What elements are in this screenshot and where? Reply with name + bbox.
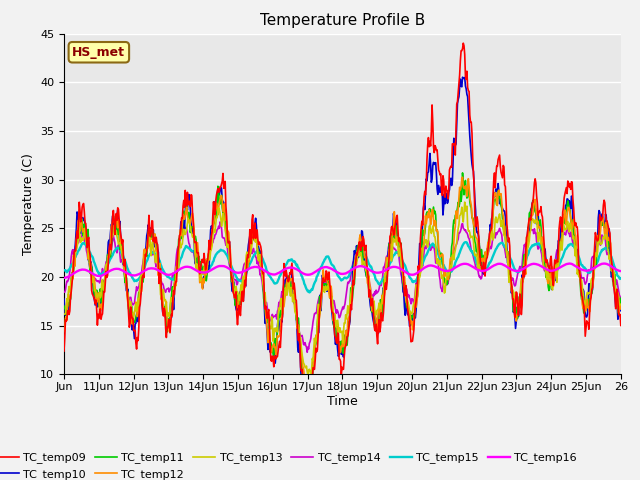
- TC_temp15: [125, 270, 133, 276]
- TC_temp14: [256, 272, 264, 278]
- TC_temp13: [125, 303, 133, 309]
- TC_temp10: [60, 296, 68, 302]
- TC_temp14: [228, 269, 236, 275]
- TC_temp10: [432, 160, 440, 166]
- TC_temp14: [401, 284, 409, 290]
- TC_temp11: [228, 279, 236, 285]
- Line: TC_temp16: TC_temp16: [64, 264, 621, 278]
- TC_temp15: [617, 276, 625, 281]
- TC_temp11: [617, 300, 625, 306]
- TC_temp10: [125, 313, 133, 319]
- TC_temp15: [432, 244, 440, 250]
- TC_temp12: [432, 219, 440, 225]
- Line: TC_temp11: TC_temp11: [64, 173, 621, 396]
- TC_temp09: [303, 422, 311, 428]
- TC_temp12: [228, 278, 236, 284]
- TC_temp13: [401, 283, 408, 289]
- TC_temp10: [401, 304, 408, 310]
- TC_temp09: [255, 239, 263, 245]
- TC_temp10: [228, 283, 236, 289]
- TC_temp11: [255, 249, 263, 255]
- Title: Temperature Profile B: Temperature Profile B: [260, 13, 425, 28]
- Line: TC_temp12: TC_temp12: [64, 177, 621, 390]
- TC_temp09: [276, 345, 284, 350]
- Y-axis label: Temperature (C): Temperature (C): [22, 153, 35, 255]
- X-axis label: Time: Time: [327, 395, 358, 408]
- Line: TC_temp13: TC_temp13: [64, 202, 621, 375]
- TC_temp16: [228, 267, 236, 273]
- TC_temp13: [432, 240, 440, 246]
- TC_temp16: [255, 265, 263, 271]
- TC_temp13: [617, 301, 625, 307]
- TC_temp12: [255, 256, 263, 262]
- TC_temp11: [276, 308, 284, 313]
- TC_temp14: [617, 297, 625, 302]
- TC_temp13: [276, 300, 284, 306]
- TC_temp16: [60, 275, 68, 281]
- TC_temp11: [459, 170, 467, 176]
- TC_temp15: [305, 289, 313, 295]
- TC_temp15: [228, 264, 236, 270]
- TC_temp12: [276, 325, 284, 331]
- TC_temp12: [125, 298, 133, 304]
- TC_temp13: [60, 312, 68, 317]
- TC_temp15: [60, 267, 68, 273]
- TC_temp09: [617, 323, 625, 328]
- TC_temp15: [276, 273, 284, 278]
- TC_temp12: [303, 387, 310, 393]
- TC_temp10: [459, 74, 467, 80]
- TC_temp15: [401, 262, 408, 267]
- TC_temp10: [276, 328, 284, 334]
- TC_temp13: [307, 372, 315, 378]
- Line: TC_temp10: TC_temp10: [64, 77, 621, 410]
- TC_temp14: [433, 261, 440, 266]
- TC_temp09: [432, 144, 440, 150]
- TC_temp09: [125, 324, 133, 330]
- Text: HS_met: HS_met: [72, 46, 125, 59]
- TC_temp14: [125, 296, 133, 301]
- TC_temp10: [305, 407, 313, 413]
- TC_temp10: [255, 248, 263, 253]
- TC_temp16: [431, 264, 439, 269]
- TC_temp16: [276, 269, 284, 275]
- TC_temp10: [617, 306, 625, 312]
- TC_temp14: [216, 219, 224, 225]
- Legend: TC_temp09, TC_temp10, TC_temp11, TC_temp12, TC_temp13, TC_temp14, TC_temp15, TC_: TC_temp09, TC_temp10, TC_temp11, TC_temp…: [0, 448, 582, 480]
- Line: TC_temp15: TC_temp15: [64, 242, 621, 292]
- TC_temp14: [277, 295, 285, 301]
- TC_temp14: [303, 349, 311, 355]
- TC_temp11: [303, 394, 311, 399]
- TC_temp16: [617, 268, 625, 274]
- TC_temp09: [460, 40, 467, 46]
- TC_temp12: [459, 174, 467, 180]
- TC_temp12: [617, 306, 625, 312]
- TC_temp16: [400, 268, 408, 274]
- TC_temp09: [60, 348, 68, 354]
- TC_temp09: [401, 293, 408, 299]
- TC_temp16: [600, 261, 608, 266]
- TC_temp12: [401, 274, 408, 279]
- TC_temp11: [60, 303, 68, 309]
- Line: TC_temp09: TC_temp09: [64, 43, 621, 425]
- TC_temp16: [125, 272, 133, 277]
- TC_temp13: [228, 273, 236, 278]
- TC_temp09: [228, 274, 236, 280]
- TC_temp11: [401, 283, 408, 289]
- TC_temp15: [255, 249, 263, 255]
- TC_temp13: [461, 199, 468, 205]
- TC_temp12: [60, 329, 68, 335]
- TC_temp15: [461, 240, 469, 245]
- TC_temp14: [60, 289, 68, 295]
- TC_temp11: [125, 304, 133, 310]
- TC_temp11: [432, 212, 440, 218]
- TC_temp13: [255, 257, 263, 263]
- Line: TC_temp14: TC_temp14: [64, 222, 621, 352]
